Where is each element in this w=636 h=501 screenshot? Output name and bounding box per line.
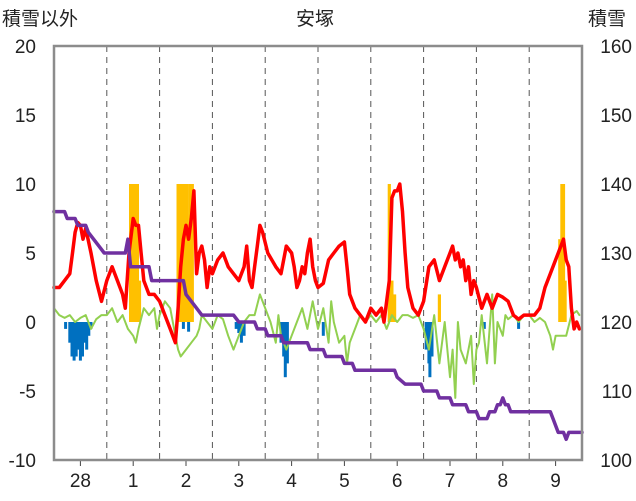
negative-bar [517,322,521,329]
snowfall-bar [190,184,194,322]
negative-bar [85,322,89,350]
y-tick-label-left: 10 [15,175,36,196]
x-tick-label: 5 [339,471,350,492]
temperature-series-line [52,182,582,345]
snow-depth-series-line [52,209,584,442]
snowfall-bar [183,184,187,322]
snowfall-bar [393,294,397,322]
plot-area-border [52,44,584,462]
y-tick-label-right: 140 [600,175,632,196]
snowfall-bar [178,184,182,322]
negative-bar [72,322,76,361]
negative-bar [64,322,68,329]
negative-bar [239,322,243,343]
negative-bar [68,322,72,343]
y-tick-label-left: 20 [15,37,36,58]
x-tick-label: 3 [234,471,245,492]
snowfall-bar [188,184,192,322]
y-tick-label-right: 160 [600,37,632,58]
y-tick-label-left: 15 [15,106,36,127]
negative-bar [234,322,238,329]
snowfall-bar [390,280,394,322]
negative-bar [321,322,325,336]
y-axis-left-title: 積雪以外 [2,9,79,30]
y-axis-right-title: 積雪 [588,9,627,30]
x-tick-label: 1 [128,471,139,492]
x-tick-label: 4 [286,471,297,492]
x-tick-label: 2 [181,471,192,492]
y-tick-label-right: 110 [602,382,632,403]
x-tick-label: 28 [70,471,91,492]
x-tick-label: 7 [445,471,456,492]
snowfall-bar [437,294,441,322]
negative-bar [78,322,82,361]
snowfall-bar [563,280,567,322]
negative-bar [242,322,246,336]
negative-bar [76,322,80,350]
snowfall-bar [137,280,142,322]
y-tick-label-left: 5 [25,244,36,265]
negative-bar [181,322,185,329]
snowfall-bar [561,184,566,322]
x-tick-label: 9 [550,471,561,492]
negative-bar [87,322,91,336]
y-tick-label-left: 0 [25,313,36,334]
snowfall-bar [135,184,139,322]
x-tick-label: 8 [498,471,509,492]
negative-bar [237,322,241,333]
y-tick-label-right: 120 [600,313,632,334]
chart-title: 安塚 [296,9,335,30]
y-tick-label-left: -10 [9,451,36,472]
y-tick-label-right: 150 [600,106,632,127]
x-tick-label: 6 [392,471,403,492]
y-tick-label-right: 100 [600,451,632,472]
snowfall-bar [558,239,562,322]
negative-bar [89,322,93,329]
negative-bar [81,322,84,357]
y-tick-label-right: 130 [600,244,632,265]
negative-bar [430,322,434,357]
negative-bar [70,322,74,357]
y-tick-label-left: -5 [19,382,36,403]
negative-bar [482,322,486,329]
snowfall-bar [134,184,138,322]
wind-series-line [53,293,581,399]
negative-bar [187,322,191,332]
negative-bar [83,322,87,343]
negative-bar [74,322,78,357]
